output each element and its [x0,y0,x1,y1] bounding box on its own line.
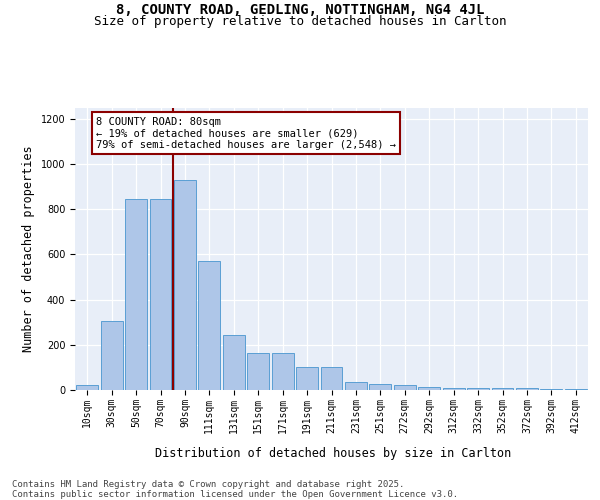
Bar [223,334,245,390]
Bar [149,199,172,390]
Bar [199,261,220,390]
Bar [541,389,562,390]
Text: Distribution of detached houses by size in Carlton: Distribution of detached houses by size … [155,448,511,460]
Bar [272,352,293,390]
Bar [491,388,514,390]
Bar [516,388,538,390]
Bar [76,386,98,390]
Bar [320,368,343,390]
Text: Size of property relative to detached houses in Carlton: Size of property relative to detached ho… [94,15,506,28]
Y-axis label: Number of detached properties: Number of detached properties [22,146,35,352]
Bar [394,386,416,390]
Bar [296,368,318,390]
Bar [418,386,440,390]
Text: 8 COUNTY ROAD: 80sqm
← 19% of detached houses are smaller (629)
79% of semi-deta: 8 COUNTY ROAD: 80sqm ← 19% of detached h… [96,116,396,150]
Bar [565,389,587,390]
Bar [467,388,489,390]
Bar [101,321,122,390]
Bar [125,199,147,390]
Bar [443,388,464,390]
Text: 8, COUNTY ROAD, GEDLING, NOTTINGHAM, NG4 4JL: 8, COUNTY ROAD, GEDLING, NOTTINGHAM, NG4… [116,2,484,16]
Bar [174,180,196,390]
Text: Contains HM Land Registry data © Crown copyright and database right 2025.
Contai: Contains HM Land Registry data © Crown c… [12,480,458,499]
Bar [370,384,391,390]
Bar [247,352,269,390]
Bar [345,382,367,390]
